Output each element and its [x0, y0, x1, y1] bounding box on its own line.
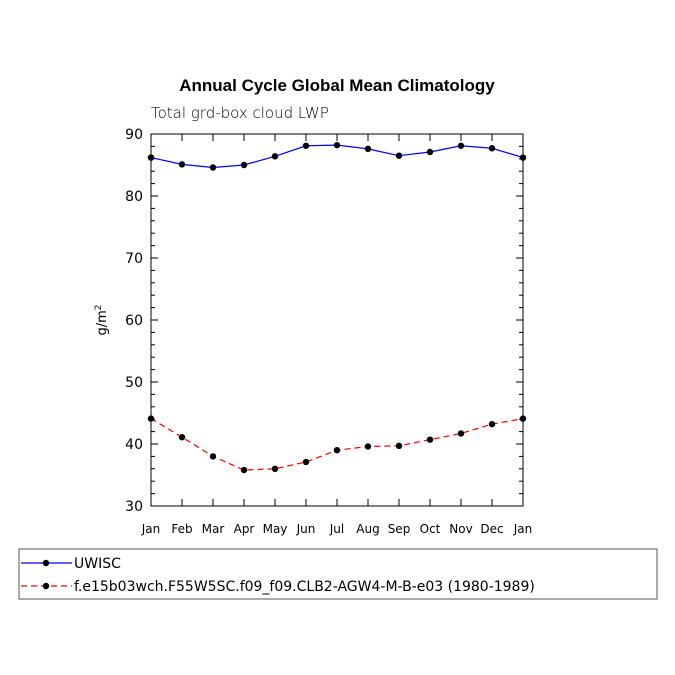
data-point-series-2	[271, 465, 279, 472]
y-tick-label: 80	[125, 189, 143, 205]
x-tick-label: Nov	[449, 522, 472, 536]
data-point-series-2	[147, 415, 155, 422]
x-tick-label: Feb	[171, 522, 192, 536]
x-tick-label: Oct	[420, 522, 441, 536]
chart-subtitle: Total grd-box cloud LWP	[151, 104, 329, 122]
data-point-series-1	[271, 153, 279, 160]
data-point-series-1	[333, 141, 341, 149]
data-point-series-2	[240, 466, 248, 474]
legend: UWISC f.e15b03wch.F55W5SC.f09_f09.CLB2-AG…	[21, 556, 535, 595]
y-tick-label: 50	[125, 375, 143, 391]
y-tick-label: 60	[125, 313, 143, 329]
x-tick-label: Sep	[388, 522, 411, 536]
data-point-series-2	[209, 453, 217, 460]
y-tick-label: 90	[125, 127, 143, 143]
data-point-series-1	[519, 154, 527, 161]
legend-marker-2	[42, 582, 50, 590]
series-line-1	[150, 144, 524, 169]
data-point-series-2	[519, 415, 527, 422]
x-tick-label: Jan	[141, 522, 161, 536]
data-point-series-1	[457, 142, 465, 149]
data-point-series-1	[240, 161, 248, 169]
y-axis-label: g/m2	[94, 304, 110, 335]
data-point-series-1	[395, 152, 403, 159]
x-tick-label: May	[263, 522, 288, 536]
data-point-series-2	[178, 433, 186, 441]
x-tick-label: Aug	[356, 522, 379, 536]
y-axis: 30 40 50 60 70 80 90	[125, 127, 523, 515]
data-point-series-2	[457, 430, 465, 437]
data-point-series-1	[147, 154, 155, 161]
data-point-series-2	[302, 458, 310, 466]
legend-marker-1	[42, 559, 50, 567]
x-tick-label: Mar	[202, 522, 225, 536]
x-tick-label: Jan	[513, 522, 533, 536]
x-tick-label: Apr	[234, 522, 255, 536]
data-point-series-1	[178, 161, 186, 168]
data-point-series-1	[209, 164, 217, 171]
y-tick-label: 70	[125, 251, 143, 267]
legend-label-1: UWISC	[74, 556, 121, 572]
data-point-series-1	[426, 148, 434, 156]
y-tick-label: 40	[125, 437, 143, 453]
data-point-series-2	[395, 442, 403, 450]
data-point-series-1	[488, 145, 496, 152]
x-axis: Jan Feb Mar Apr May Jun Jul Aug Sep Oct Nov Dec Jan	[141, 134, 533, 536]
series-line-2	[150, 417, 524, 471]
chart-title: Annual Cycle Global Mean Climatology	[179, 76, 495, 95]
x-tick-label: Jul	[329, 522, 344, 536]
data-point-series-2	[488, 420, 496, 428]
series-layer	[147, 141, 527, 474]
data-point-series-1	[364, 145, 372, 153]
x-tick-label: Dec	[480, 522, 503, 536]
legend-label-2: f.e15b03wch.F55W5SC.f09_f09.CLB2-AGW4-M-…	[74, 579, 535, 595]
data-point-series-1	[302, 142, 310, 149]
data-point-series-2	[333, 447, 341, 454]
data-point-series-2	[426, 436, 434, 443]
x-tick-label: Jun	[296, 522, 316, 536]
legend-box	[18, 548, 658, 600]
y-tick-label: 30	[125, 499, 143, 515]
data-point-series-2	[364, 443, 372, 450]
